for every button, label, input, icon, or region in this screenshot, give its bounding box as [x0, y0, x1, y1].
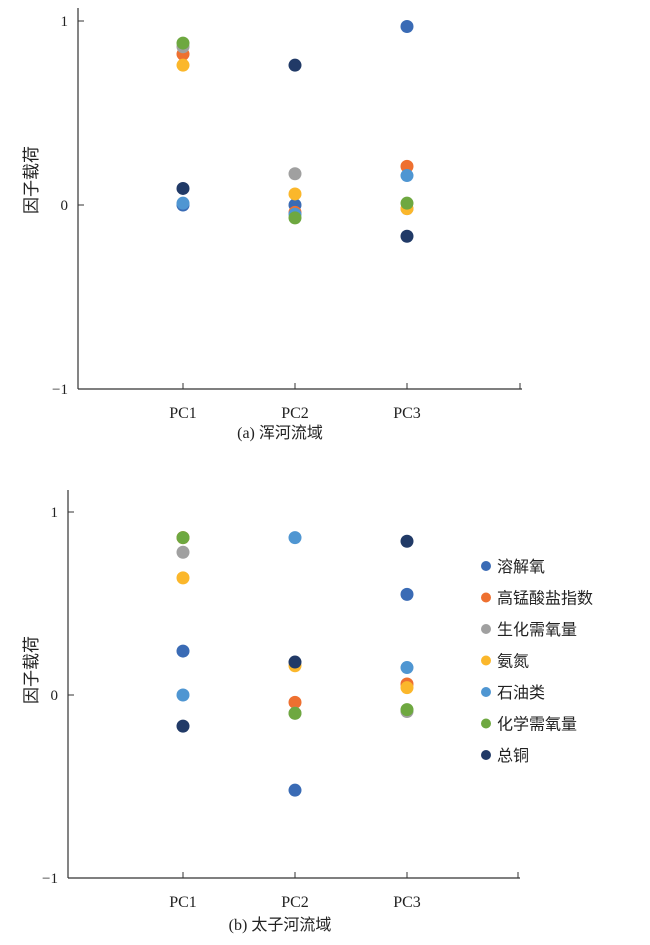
data-point-总铜	[400, 229, 414, 243]
legend-label: 溶解氧	[497, 557, 545, 576]
data-point-生化需氧量	[176, 545, 190, 559]
data-point-溶解氧	[288, 783, 302, 797]
y-tick-label: −1	[42, 871, 58, 887]
data-point-化学需氧量	[176, 531, 190, 545]
data-point-氨氮	[400, 681, 414, 695]
data-point-总铜	[288, 58, 302, 72]
x-tick-label: PC1	[169, 894, 197, 911]
legend-label: 生化需氧量	[497, 620, 577, 639]
chart-caption: (a) 浑河流域	[237, 424, 323, 442]
data-point-石油类	[400, 661, 414, 675]
data-point-高锰酸盐指数	[288, 695, 302, 709]
legend-label: 化学需氧量	[497, 715, 577, 734]
x-tick-label: PC2	[281, 405, 309, 422]
legend-label: 氨氮	[497, 652, 529, 671]
y-tick-label: 0	[51, 688, 59, 704]
data-point-溶解氧	[400, 587, 414, 601]
legend-marker	[481, 687, 491, 697]
y-axis-label: 因子载荷	[22, 636, 42, 704]
data-point-总铜	[288, 655, 302, 669]
legend-marker	[481, 718, 491, 729]
data-point-化学需氧量	[288, 706, 302, 720]
legend-label: 总铜	[497, 746, 529, 765]
legend-marker	[481, 750, 491, 760]
data-point-化学需氧量	[400, 703, 414, 717]
data-point-生化需氧量	[288, 167, 302, 181]
data-point-石油类	[288, 531, 302, 545]
chart-caption: (b) 太子河流域	[229, 916, 332, 934]
data-point-总铜	[176, 181, 190, 195]
legend-label: 高锰酸盐指数	[497, 589, 593, 608]
data-point-氨氮	[176, 571, 190, 585]
data-point-石油类	[176, 688, 190, 702]
legend-marker	[481, 655, 491, 666]
legend-marker	[481, 592, 491, 603]
data-point-总铜	[400, 534, 414, 548]
y-tick-label: −1	[52, 382, 68, 398]
y-axis-label: 因子载荷	[22, 146, 42, 214]
x-tick-label: PC1	[169, 405, 197, 422]
data-point-高锰酸盐指数	[400, 159, 414, 173]
x-tick-label: PC3	[393, 894, 421, 911]
legend-marker	[481, 561, 491, 571]
x-tick-label: PC2	[281, 894, 309, 911]
data-point-化学需氧量	[176, 36, 190, 50]
y-tick-label: 1	[51, 505, 59, 521]
x-tick-label: PC3	[393, 405, 421, 422]
legend-label: 石油类	[497, 683, 545, 702]
data-point-化学需氧量	[400, 196, 414, 210]
data-point-石油类	[176, 196, 190, 210]
data-point-氨氮	[176, 58, 190, 72]
data-point-溶解氧	[176, 644, 190, 658]
data-point-总铜	[176, 719, 190, 733]
data-point-氨氮	[288, 187, 302, 201]
data-point-石油类	[400, 169, 414, 183]
y-tick-label: 1	[61, 14, 69, 30]
data-point-化学需氧量	[288, 211, 302, 225]
data-point-溶解氧	[400, 20, 414, 34]
y-tick-label: 0	[61, 198, 69, 214]
legend-marker	[481, 624, 491, 634]
